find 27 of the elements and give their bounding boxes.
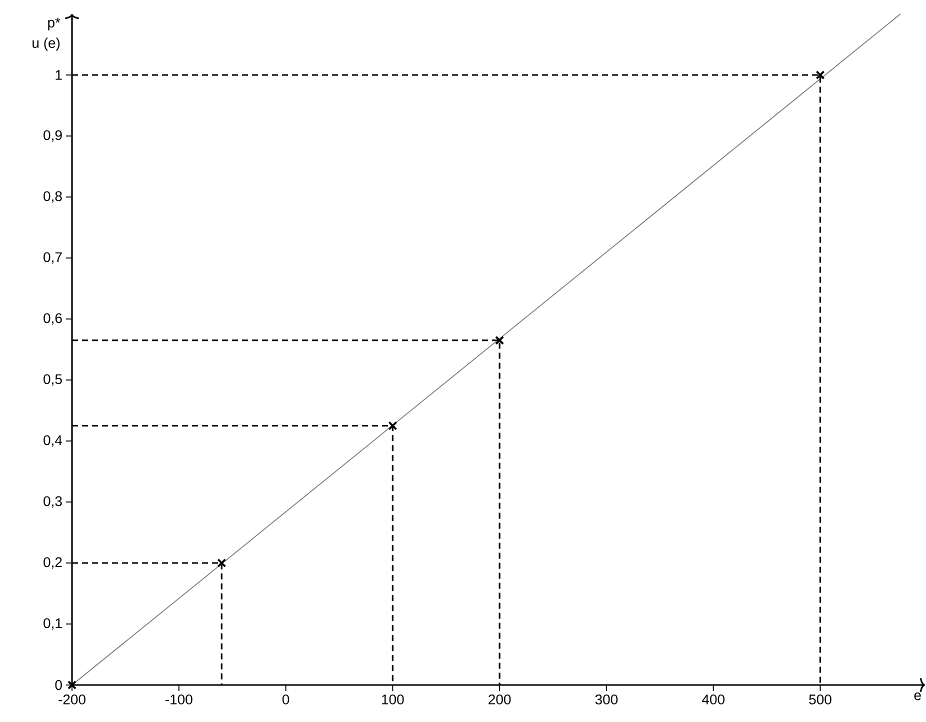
y-tick-label: 0,6 xyxy=(44,313,62,325)
y-tick-label: 0,8 xyxy=(44,191,62,203)
x-tick-label: -100 xyxy=(166,694,192,704)
x-tick-label: 0 xyxy=(282,694,290,704)
y-tick-label: 0,2 xyxy=(44,557,62,569)
y-tick-label: 0,7 xyxy=(44,252,62,264)
x-tick-label: 100 xyxy=(382,694,404,704)
y-tick-label: 0,4 xyxy=(44,435,62,447)
x-axis-title: e xyxy=(914,692,921,700)
point xyxy=(217,558,226,568)
x-tick-label: 400 xyxy=(702,694,724,704)
point xyxy=(495,336,504,345)
y-tick-label: 0,9 xyxy=(44,130,62,142)
y-axis-title: u (e) xyxy=(32,38,60,51)
y-tick-label: 1 xyxy=(56,70,62,80)
x-tick-label: -200 xyxy=(58,694,86,704)
y-tick-label: 0 xyxy=(55,680,62,690)
x-tick-label: 300 xyxy=(595,694,618,704)
y-tick-label: 0,3 xyxy=(44,496,62,508)
point xyxy=(816,70,825,80)
y-tick-label: 0,5 xyxy=(44,374,62,386)
x-tick-label: 200 xyxy=(488,694,511,704)
text: p* xyxy=(48,18,60,30)
point xyxy=(388,421,398,430)
y-tick-label: 0,1 xyxy=(44,618,62,630)
point xyxy=(67,680,77,690)
x-tick-label: 500 xyxy=(809,694,832,704)
